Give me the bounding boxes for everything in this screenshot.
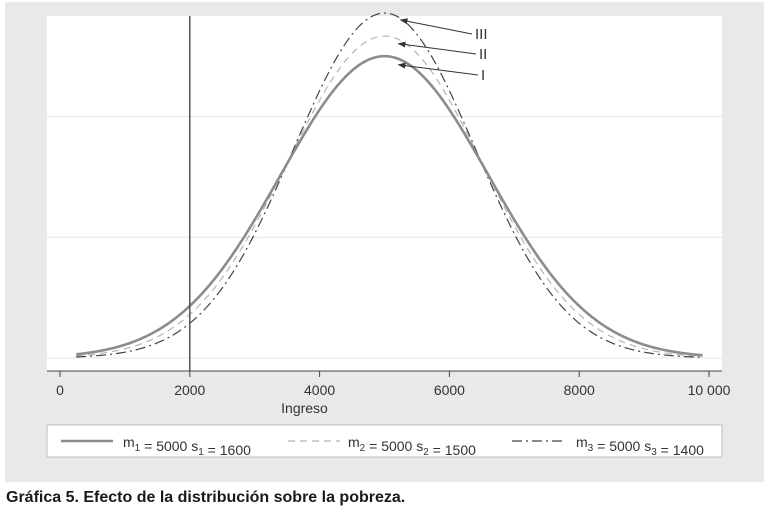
legend-box [46,424,723,458]
grid [47,116,722,359]
x-tick-label: 6000 [434,382,465,398]
series-line-2 [76,35,703,358]
plot-area [47,16,722,371]
curve-label-arrow-3 [399,18,473,35]
curve-label-arrow-1 [397,62,479,76]
legend: m1 = 5000 s1 = 1600 m2 = 5000 s2 = 1500 m3… [46,424,723,458]
x-tick-label: 10 000 [688,382,731,398]
x-tick-label: 0 [56,382,64,398]
series-line-1 [76,54,703,357]
x-tick-label: 8000 [564,382,595,398]
figure-panel: I II III 0 2000 4000 6000 8000 10 000 Ingreso m… [5,2,764,482]
series-line-3 [76,12,703,358]
legend-label-1: m1 = 5000 s1 = 1600 [123,434,251,458]
figure-caption: Gráfica 5. Efecto de la distribución sob… [6,489,406,506]
curve-label-arrow-2 [397,41,477,55]
legend-label-3: m3 = 5000 s3 = 1400 [576,434,704,458]
x-tick-label: 2000 [174,382,205,398]
curves [76,12,703,358]
x-axis-title: Ingreso [281,400,328,416]
curve-label-III: III [475,26,488,43]
curve-label-I: I [481,67,485,84]
x-tick-label: 4000 [304,382,335,398]
legend-label-2: m2 = 5000 s2 = 1500 [348,434,476,458]
curve-label-II: II [479,46,487,63]
x-axis: 0 2000 4000 6000 8000 10 000 [47,370,731,398]
